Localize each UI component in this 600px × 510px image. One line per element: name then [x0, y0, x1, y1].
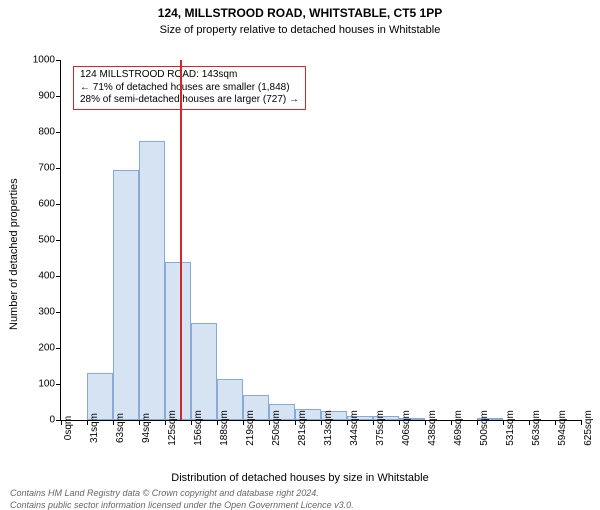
callout-line-3: 28% of semi-detached houses are larger (…	[80, 94, 299, 107]
histogram-bar	[191, 323, 217, 420]
x-tick-mark	[295, 420, 296, 425]
x-tick-mark	[477, 420, 478, 425]
x-tick-mark	[425, 420, 426, 425]
y-tick-mark	[56, 96, 61, 97]
y-tick-mark	[56, 132, 61, 133]
y-tick-label: 900	[38, 91, 55, 102]
y-tick-label: 200	[38, 343, 55, 354]
x-tick-mark	[503, 420, 504, 425]
y-tick-label: 0	[49, 415, 55, 426]
x-tick-mark	[165, 420, 166, 425]
x-tick-label: 500sqm	[479, 410, 490, 446]
y-axis-label: Number of detached properties	[8, 178, 20, 330]
plot-area: 124 MILLSTROOD ROAD: 143sqm ← 71% of det…	[60, 60, 581, 421]
x-tick-mark	[373, 420, 374, 425]
y-tick-label: 600	[38, 199, 55, 210]
y-tick-label: 400	[38, 271, 55, 282]
x-tick-mark	[555, 420, 556, 425]
x-tick-mark	[529, 420, 530, 425]
y-tick-label: 700	[38, 163, 55, 174]
x-tick-label: 531sqm	[505, 410, 516, 446]
x-tick-label: 438sqm	[427, 410, 438, 446]
property-marker-line	[180, 60, 182, 420]
x-tick-label: 125sqm	[167, 410, 178, 446]
x-tick-mark	[243, 420, 244, 425]
x-tick-label: 219sqm	[245, 410, 256, 446]
x-tick-mark	[87, 420, 88, 425]
x-tick-label: 625sqm	[583, 410, 594, 446]
x-tick-mark	[321, 420, 322, 425]
x-tick-label: 594sqm	[557, 410, 568, 446]
chart-title: 124, MILLSTROOD ROAD, WHITSTABLE, CT5 1P…	[0, 6, 600, 20]
histogram-bar	[113, 170, 139, 420]
x-tick-label: 563sqm	[531, 410, 542, 446]
x-tick-label: 188sqm	[219, 410, 230, 446]
y-tick-label: 100	[38, 379, 55, 390]
histogram-bar	[165, 262, 191, 420]
x-tick-mark	[399, 420, 400, 425]
x-tick-mark	[139, 420, 140, 425]
x-tick-mark	[269, 420, 270, 425]
y-tick-mark	[56, 240, 61, 241]
y-tick-mark	[56, 348, 61, 349]
attribution-line-2: Contains public sector information licen…	[10, 500, 354, 510]
y-tick-mark	[56, 276, 61, 277]
y-tick-mark	[56, 204, 61, 205]
attribution-line-1: Contains HM Land Registry data © Crown c…	[10, 488, 319, 498]
x-tick-label: 156sqm	[193, 410, 204, 446]
x-tick-label: 406sqm	[401, 410, 412, 446]
x-tick-mark	[191, 420, 192, 425]
x-axis-label: Distribution of detached houses by size …	[0, 472, 600, 484]
x-tick-label: 250sqm	[271, 410, 282, 446]
y-tick-mark	[56, 384, 61, 385]
x-tick-label: 63sqm	[115, 413, 126, 443]
y-tick-mark	[56, 312, 61, 313]
x-tick-label: 31sqm	[89, 413, 100, 443]
y-tick-label: 1000	[33, 55, 55, 66]
callout-line-1: 124 MILLSTROOD ROAD: 143sqm	[80, 69, 299, 82]
y-tick-mark	[56, 168, 61, 169]
x-tick-label: 313sqm	[323, 410, 334, 446]
x-tick-label: 344sqm	[349, 410, 360, 446]
x-tick-mark	[451, 420, 452, 425]
y-tick-label: 300	[38, 307, 55, 318]
chart-subtitle: Size of property relative to detached ho…	[0, 24, 600, 36]
callout-line-2: ← 71% of detached houses are smaller (1,…	[80, 82, 299, 95]
x-tick-label: 469sqm	[453, 410, 464, 446]
histogram-bar	[139, 141, 165, 420]
y-tick-mark	[56, 60, 61, 61]
x-tick-mark	[581, 420, 582, 425]
x-tick-label: 94sqm	[141, 413, 152, 443]
x-tick-mark	[113, 420, 114, 425]
x-tick-label: 281sqm	[297, 410, 308, 446]
y-tick-label: 800	[38, 127, 55, 138]
x-tick-label: 375sqm	[375, 410, 386, 446]
x-tick-label: 0sqm	[63, 416, 74, 440]
y-tick-label: 500	[38, 235, 55, 246]
x-tick-mark	[347, 420, 348, 425]
x-tick-mark	[61, 420, 62, 425]
callout-box: 124 MILLSTROOD ROAD: 143sqm ← 71% of det…	[73, 66, 306, 110]
x-tick-mark	[217, 420, 218, 425]
